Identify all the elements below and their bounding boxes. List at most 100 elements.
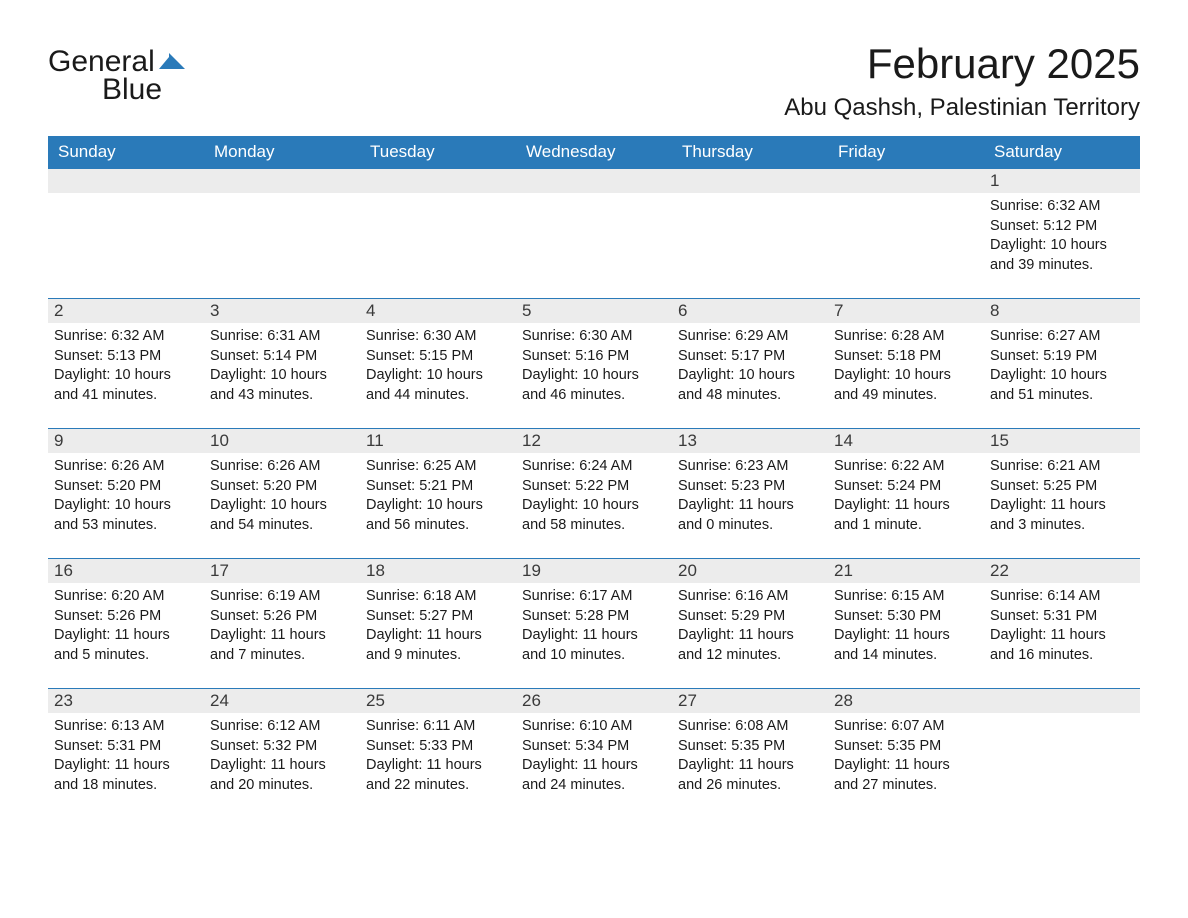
calendar-cell-empty [48, 168, 204, 298]
day-details: Sunrise: 6:30 AMSunset: 5:16 PMDaylight:… [516, 323, 672, 413]
sunset-line: Sunset: 5:28 PM [522, 607, 666, 627]
calendar-row: 2Sunrise: 6:32 AMSunset: 5:13 PMDaylight… [48, 298, 1140, 428]
sunrise-line: Sunrise: 6:26 AM [54, 457, 198, 477]
sunrise-line: Sunrise: 6:07 AM [834, 717, 978, 737]
day-details [360, 193, 516, 205]
day-number [516, 169, 672, 193]
calendar-cell: 6Sunrise: 6:29 AMSunset: 5:17 PMDaylight… [672, 298, 828, 428]
daylight-line: Daylight: 10 hours and 58 minutes. [522, 496, 666, 535]
sunrise-line: Sunrise: 6:28 AM [834, 327, 978, 347]
sunset-line: Sunset: 5:35 PM [678, 737, 822, 757]
location: Abu Qashsh, Palestinian Territory [784, 94, 1140, 122]
sunrise-line: Sunrise: 6:32 AM [54, 327, 198, 347]
day-number [360, 169, 516, 193]
day-details: Sunrise: 6:07 AMSunset: 5:35 PMDaylight:… [828, 713, 984, 803]
daylight-line: Daylight: 10 hours and 39 minutes. [990, 236, 1134, 275]
calendar-row: 1Sunrise: 6:32 AMSunset: 5:12 PMDaylight… [48, 168, 1140, 298]
calendar-table: SundayMondayTuesdayWednesdayThursdayFrid… [48, 136, 1140, 818]
day-details: Sunrise: 6:25 AMSunset: 5:21 PMDaylight:… [360, 453, 516, 543]
day-number: 13 [672, 429, 828, 453]
day-details [516, 193, 672, 205]
sunset-line: Sunset: 5:30 PM [834, 607, 978, 627]
calendar-row: 16Sunrise: 6:20 AMSunset: 5:26 PMDayligh… [48, 558, 1140, 688]
sunset-line: Sunset: 5:26 PM [54, 607, 198, 627]
sunset-line: Sunset: 5:29 PM [678, 607, 822, 627]
sunset-line: Sunset: 5:12 PM [990, 217, 1134, 237]
calendar-cell: 28Sunrise: 6:07 AMSunset: 5:35 PMDayligh… [828, 688, 984, 818]
daylight-line: Daylight: 11 hours and 3 minutes. [990, 496, 1134, 535]
daylight-line: Daylight: 11 hours and 7 minutes. [210, 626, 354, 665]
day-details: Sunrise: 6:28 AMSunset: 5:18 PMDaylight:… [828, 323, 984, 413]
calendar-cell-empty [204, 168, 360, 298]
day-number [828, 169, 984, 193]
day-details: Sunrise: 6:32 AMSunset: 5:12 PMDaylight:… [984, 193, 1140, 283]
day-details [984, 713, 1140, 725]
day-number: 25 [360, 689, 516, 713]
day-number: 12 [516, 429, 672, 453]
day-number: 26 [516, 689, 672, 713]
sunset-line: Sunset: 5:25 PM [990, 477, 1134, 497]
day-number: 18 [360, 559, 516, 583]
day-details: Sunrise: 6:27 AMSunset: 5:19 PMDaylight:… [984, 323, 1140, 413]
daylight-line: Daylight: 11 hours and 0 minutes. [678, 496, 822, 535]
sunrise-line: Sunrise: 6:08 AM [678, 717, 822, 737]
day-details: Sunrise: 6:20 AMSunset: 5:26 PMDaylight:… [48, 583, 204, 673]
day-number [204, 169, 360, 193]
sunset-line: Sunset: 5:20 PM [210, 477, 354, 497]
logo: General Blue [48, 48, 187, 104]
weekday-header: Sunday [48, 136, 204, 168]
sunrise-line: Sunrise: 6:21 AM [990, 457, 1134, 477]
daylight-line: Daylight: 10 hours and 44 minutes. [366, 366, 510, 405]
day-number [984, 689, 1140, 713]
title-block: February 2025 Abu Qashsh, Palestinian Te… [784, 40, 1140, 122]
daylight-line: Daylight: 10 hours and 51 minutes. [990, 366, 1134, 405]
daylight-line: Daylight: 11 hours and 18 minutes. [54, 756, 198, 795]
header: General Blue February 2025 Abu Qashsh, P… [48, 40, 1140, 122]
sunset-line: Sunset: 5:26 PM [210, 607, 354, 627]
day-details [48, 193, 204, 205]
calendar-cell: 2Sunrise: 6:32 AMSunset: 5:13 PMDaylight… [48, 298, 204, 428]
day-number: 22 [984, 559, 1140, 583]
calendar-cell: 18 Sunrise: 6:18 AMSunset: 5:27 PMDayligh… [360, 558, 516, 688]
sunset-line: Sunset: 5:33 PM [366, 737, 510, 757]
day-number: 6 [672, 299, 828, 323]
sunset-line: Sunset: 5:14 PM [210, 347, 354, 367]
sunrise-line: Sunrise: 6:29 AM [678, 327, 822, 347]
weekday-header: Saturday [984, 136, 1140, 168]
day-details: Sunrise: 6:24 AMSunset: 5:22 PMDaylight:… [516, 453, 672, 543]
calendar-cell: 7Sunrise: 6:28 AMSunset: 5:18 PMDaylight… [828, 298, 984, 428]
sunset-line: Sunset: 5:16 PM [522, 347, 666, 367]
day-details: Sunrise: 6:31 AMSunset: 5:14 PMDaylight:… [204, 323, 360, 413]
daylight-line: Daylight: 11 hours and 9 minutes. [366, 626, 510, 665]
calendar-cell-empty [672, 168, 828, 298]
sunrise-line: Sunrise: 6:14 AM [990, 587, 1134, 607]
weekday-header: Monday [204, 136, 360, 168]
sunrise-line: Sunrise: 6:15 AM [834, 587, 978, 607]
sunrise-line: Sunrise: 6:24 AM [522, 457, 666, 477]
day-number: 9 [48, 429, 204, 453]
daylight-line: Daylight: 10 hours and 46 minutes. [522, 366, 666, 405]
day-number: 7 [828, 299, 984, 323]
daylight-line: Daylight: 10 hours and 56 minutes. [366, 496, 510, 535]
daylight-line: Daylight: 10 hours and 43 minutes. [210, 366, 354, 405]
calendar-cell-empty [360, 168, 516, 298]
daylight-line: Daylight: 11 hours and 12 minutes. [678, 626, 822, 665]
sunrise-line: Sunrise: 6:20 AM [54, 587, 198, 607]
day-details: Sunrise: 6:14 AMSunset: 5:31 PMDaylight:… [984, 583, 1140, 673]
day-details: Sunrise: 6:13 AMSunset: 5:31 PMDaylight:… [48, 713, 204, 803]
calendar-cell: 24Sunrise: 6:12 AMSunset: 5:32 PMDayligh… [204, 688, 360, 818]
month-title: February 2025 [784, 40, 1140, 88]
day-number: 15 [984, 429, 1140, 453]
calendar-cell: 8Sunrise: 6:27 AMSunset: 5:19 PMDaylight… [984, 298, 1140, 428]
sunset-line: Sunset: 5:27 PM [366, 607, 510, 627]
day-number: 27 [672, 689, 828, 713]
calendar-cell: 17Sunrise: 6:19 AMSunset: 5:26 PMDayligh… [204, 558, 360, 688]
sunrise-line: Sunrise: 6:31 AM [210, 327, 354, 347]
calendar-cell: 19Sunrise: 6:17 AMSunset: 5:28 PMDayligh… [516, 558, 672, 688]
calendar-cell: 12Sunrise: 6:24 AMSunset: 5:22 PMDayligh… [516, 428, 672, 558]
daylight-line: Daylight: 11 hours and 27 minutes. [834, 756, 978, 795]
day-details [828, 193, 984, 205]
sunrise-line: Sunrise: 6:18 AM [366, 587, 510, 607]
sunset-line: Sunset: 5:32 PM [210, 737, 354, 757]
calendar-cell: 3Sunrise: 6:31 AMSunset: 5:14 PMDaylight… [204, 298, 360, 428]
